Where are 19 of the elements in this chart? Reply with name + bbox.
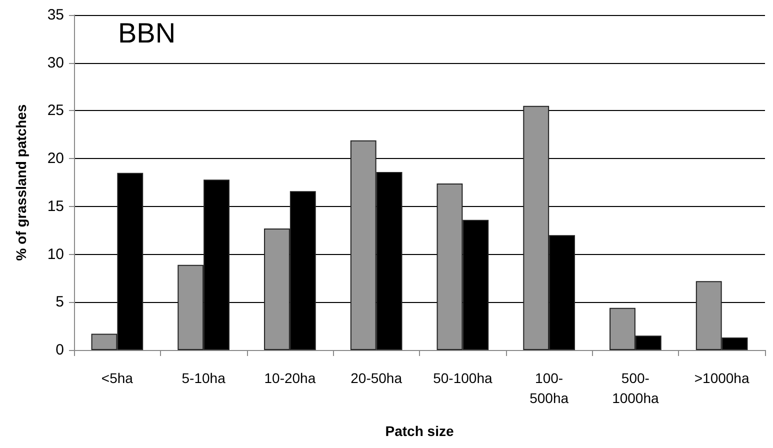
x-tick-label: 20-50ha [350,370,402,386]
x-tick-label: 10-20ha [264,370,316,386]
x-tick-label: 50-100ha [433,370,492,386]
y-tick-label: 20 [47,150,64,168]
x-tick-label: 5-10ha [182,370,226,386]
y-tick-label: 25 [47,102,64,120]
x-tick-label: 500-1000ha [612,370,660,406]
y-tick-label: 5 [56,294,64,311]
x-tick-label: <5ha [101,370,134,386]
y-tick-label: 0 [56,342,64,358]
x-tick-label: >1000ha [694,370,750,386]
y-tick-label: 10 [47,246,64,263]
x-tick-label: 100-500ha [530,370,569,406]
x-axis-title: Patch size [385,423,454,439]
y-tick-label: 35 [47,6,64,24]
annotation: BBN [118,18,176,48]
y-tick-label: 15 [47,198,64,215]
y-axis-title: % of grassland patches [13,104,29,261]
y-tick-label: 30 [47,54,64,72]
